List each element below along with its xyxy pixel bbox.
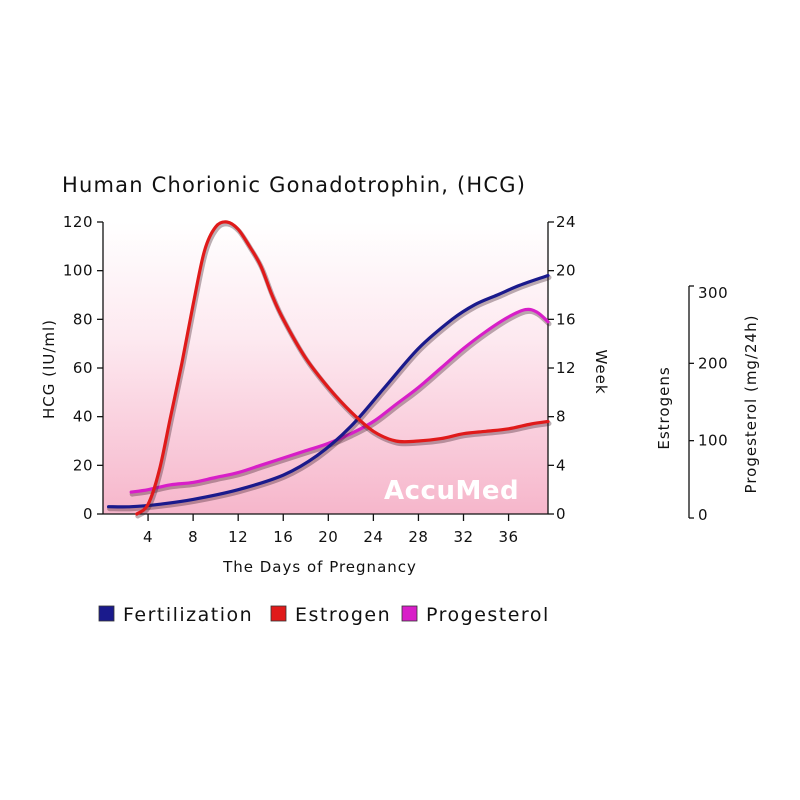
series-line-estrogen (135, 220, 550, 516)
estrogens-axis-title: Estrogens (655, 366, 673, 449)
axes: 0 20 40 60 80 100 120 0 4 8 12 16 20 24 4 8 12 16 20 24 28 32… (63, 213, 576, 546)
estrogens-tick-label: 100 (698, 432, 728, 450)
x-tick-label: 36 (499, 528, 519, 546)
x-tick-label: 16 (273, 528, 293, 546)
series-line-shadow-fertilization (107, 275, 552, 512)
progesterol-axis-title: Progesterol (mg/24h) (742, 315, 760, 494)
y-axis-title-left: HCG (IU/ml) (40, 319, 58, 419)
y-tick-label-left: 100 (63, 262, 93, 280)
x-tick-label: 20 (318, 528, 338, 546)
legend-swatch-fertilization (98, 605, 115, 622)
x-axis-title: The Days of Pregnancy (222, 558, 417, 576)
x-tick-label: 12 (228, 528, 248, 546)
x-tick-label: 28 (408, 528, 428, 546)
estrogens-progesterol-axis: 0 100 200 300 (688, 284, 728, 524)
series-line-progesterol (129, 307, 550, 494)
estrogens-tick-label: 0 (698, 506, 708, 524)
series-lines (107, 220, 552, 519)
y-tick-label-right: 4 (556, 456, 566, 474)
accumed-watermark: AccuMed (384, 476, 519, 506)
legend-swatch-estrogen (270, 605, 287, 622)
legend-swatch-progesterol (401, 605, 418, 622)
y-tick-label-left: 20 (73, 456, 93, 474)
y-tick-label-left: 0 (83, 505, 93, 523)
y-tick-label-left: 120 (63, 213, 93, 231)
y-tick-label-left: 60 (73, 359, 93, 377)
x-tick-label: 8 (188, 528, 198, 546)
chart-title: Human Chorionic Gonadotrophin, (HCG) (62, 173, 526, 197)
x-tick-label: 24 (363, 528, 383, 546)
y-tick-label-right: 0 (556, 505, 566, 523)
x-tick-label: 32 (453, 528, 473, 546)
y-tick-label-left: 80 (73, 310, 93, 328)
series-line-fertilization (107, 273, 550, 509)
legend: Fertilization Estrogen Progesterol (98, 604, 550, 626)
y-tick-label-right: 12 (556, 359, 576, 377)
legend-label-progesterol: Progesterol (426, 604, 550, 626)
y-tick-label-right: 20 (556, 262, 576, 280)
estrogens-tick-label: 300 (698, 284, 728, 302)
legend-label-fertilization: Fertilization (123, 604, 253, 626)
y-tick-label-left: 40 (73, 408, 93, 426)
legend-label-estrogen: Estrogen (295, 604, 391, 626)
y-tick-label-right: 24 (556, 213, 576, 231)
y-tick-label-right: 16 (556, 310, 576, 328)
y-axis-title-right: Week (592, 349, 610, 394)
plot-background (103, 222, 548, 514)
series-line-shadow-progesterol (129, 308, 552, 497)
y-tick-label-right: 8 (556, 408, 566, 426)
x-tick-label: 4 (143, 528, 153, 546)
estrogens-tick-label: 200 (698, 354, 728, 372)
